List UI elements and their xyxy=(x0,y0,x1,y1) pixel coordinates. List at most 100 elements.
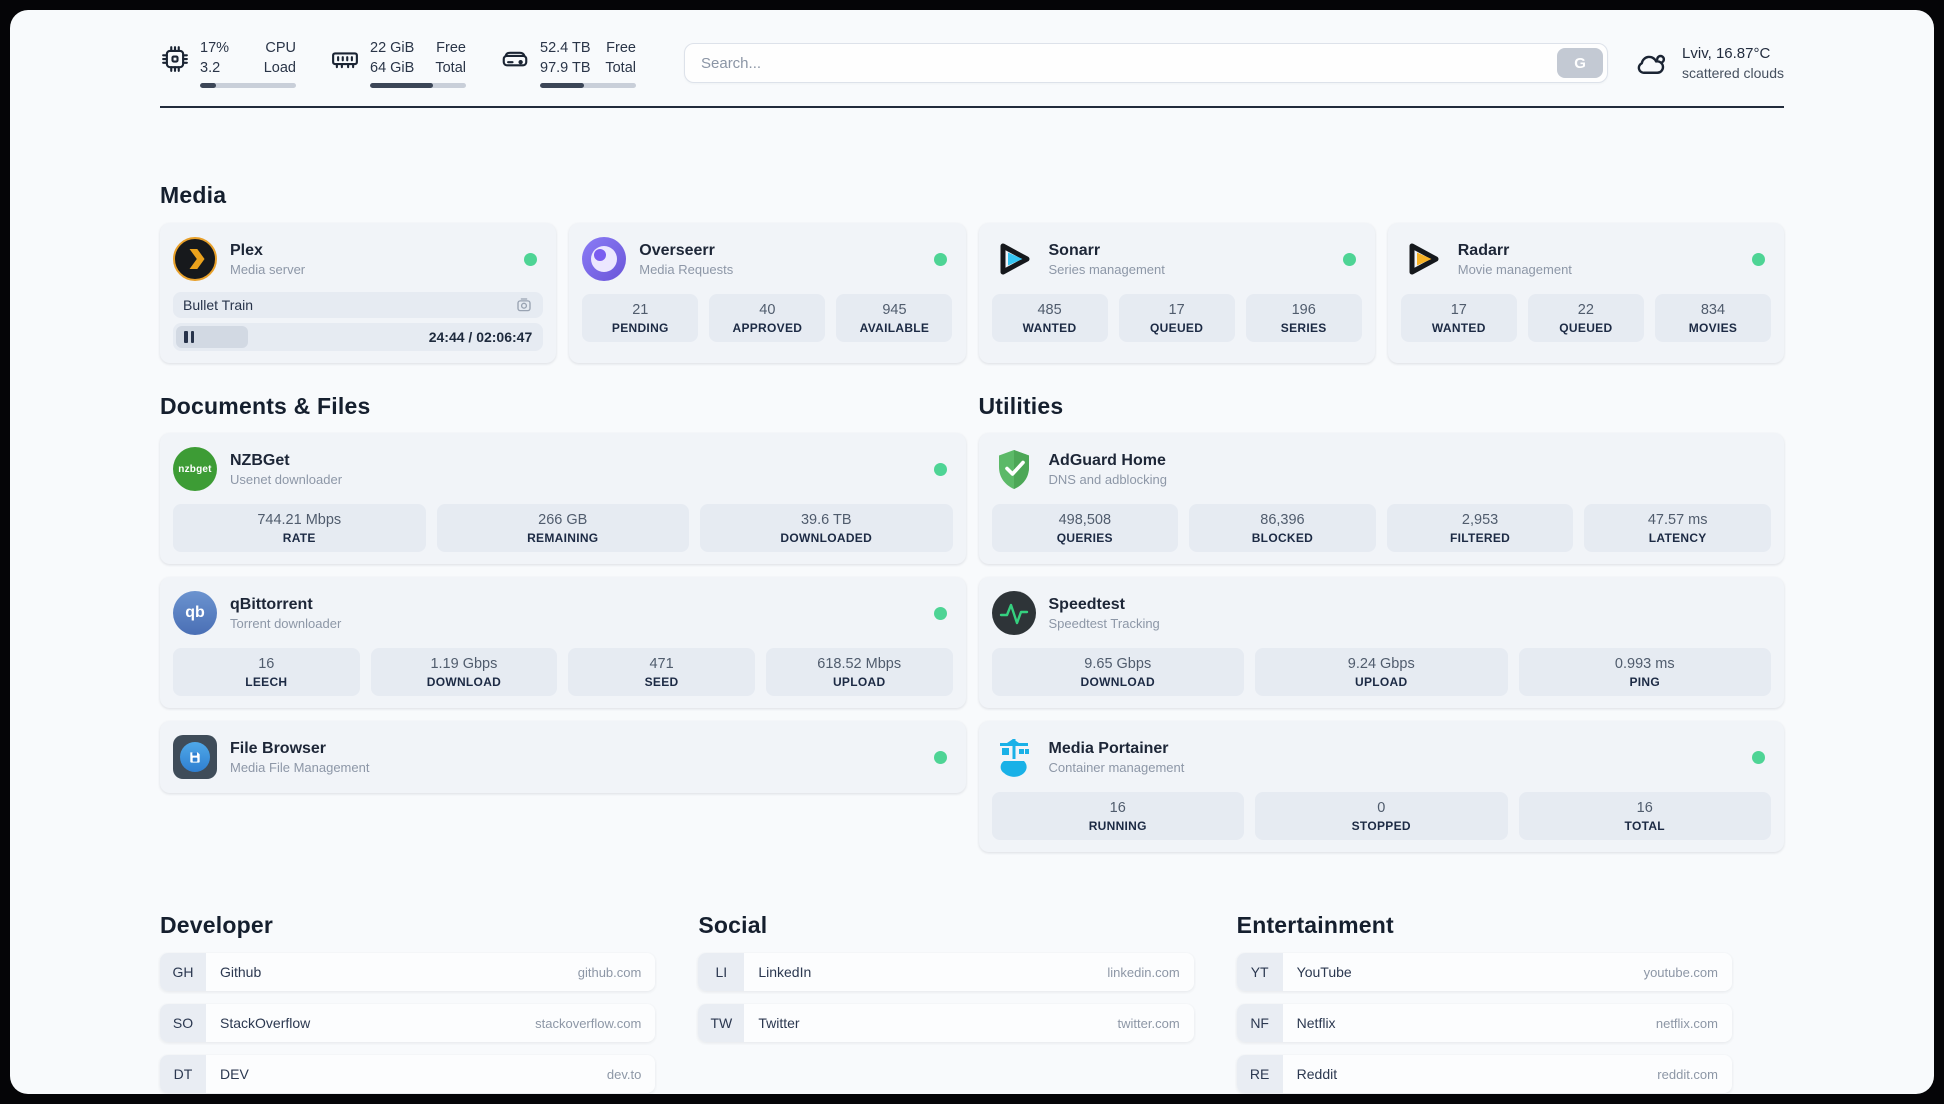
stat-tile: 0 STOPPED xyxy=(1255,792,1508,840)
bookmark-link[interactable]: TW Twitter twitter.com xyxy=(698,1004,1194,1042)
service-title: Media Portainer xyxy=(1048,739,1169,757)
topbar-divider xyxy=(160,106,1784,108)
now-playing-row: Bullet Train xyxy=(173,292,544,318)
stat-label: UPLOAD xyxy=(1355,674,1408,689)
bookmark-abbr: YT xyxy=(1236,953,1283,991)
section-title-entertainment: Entertainment xyxy=(1236,912,1394,938)
bookmark-abbr: NF xyxy=(1236,1004,1283,1042)
cpu-label: CPU xyxy=(265,40,296,56)
bookmark-link[interactable]: RE Reddit reddit.com xyxy=(1236,1055,1732,1093)
bookmark-list: LI LinkedIn linkedin.com TW Twitter twit… xyxy=(698,953,1194,1042)
plex-icon xyxy=(173,237,217,281)
top-bar: 17% 3.2 CPU Load xyxy=(160,10,1784,88)
stat-label: RATE xyxy=(282,530,316,545)
stat-label: QUEUED xyxy=(1150,320,1204,335)
service-card-plex[interactable]: Plex Media server Bullet Train xyxy=(160,223,557,363)
stat-label: SERIES xyxy=(1280,320,1327,335)
stat-label: UPLOAD xyxy=(832,674,886,689)
weather-location: Lviv, 16.87°C xyxy=(1682,44,1771,62)
stat-label: QUERIES xyxy=(1056,530,1113,545)
bookmark-link[interactable]: NF Netflix netflix.com xyxy=(1236,1004,1732,1042)
service-desc: Container management xyxy=(1048,759,1185,775)
speedtest-icon xyxy=(991,591,1036,635)
memory-free-label: Free xyxy=(436,40,466,56)
status-online-dot xyxy=(933,462,947,476)
service-title: Radarr xyxy=(1457,241,1510,259)
stat-value: 9.24 Gbps xyxy=(1347,655,1415,672)
stat-tile: 40 APPROVED xyxy=(709,294,826,342)
stat-value: 945 xyxy=(882,301,907,318)
stat-value: 39.6 TB xyxy=(800,511,852,528)
stat-tile: 22 QUEUED xyxy=(1527,294,1644,342)
stat-label: FILTERED xyxy=(1449,530,1511,545)
weather-widget: Lviv, 16.87°C scattered clouds xyxy=(1634,44,1784,83)
sonarr-icon xyxy=(992,237,1036,281)
service-card-qbittorrent[interactable]: qb qBittorrent Torrent downloader 16 LEE… xyxy=(160,577,966,708)
service-card-overseerr[interactable]: Overseerr Media Requests 21 PENDING 40 A… xyxy=(569,223,966,363)
status-online-dot xyxy=(933,750,947,764)
bookmark-name: StackOverflow xyxy=(220,1015,311,1031)
bookmark-name: Reddit xyxy=(1296,1066,1338,1082)
stat-value: 1.19 Gbps xyxy=(430,655,498,672)
bookmark-group-social: Social LI LinkedIn linkedin.com TW Twitt… xyxy=(698,912,1194,1094)
stat-value: 2,953 xyxy=(1461,511,1499,528)
cpu-progress-bar xyxy=(200,83,296,88)
service-desc: Torrent downloader xyxy=(230,615,342,631)
stat-label: TOTAL xyxy=(1624,818,1665,833)
service-card-radarr[interactable]: Radarr Movie management 17 WANTED 22 QUE… xyxy=(1387,223,1784,363)
stat-value: 16 xyxy=(1109,799,1126,816)
service-stats: 17 WANTED 22 QUEUED 834 MOVIES xyxy=(1400,294,1771,342)
disk-icon xyxy=(500,44,530,74)
stat-label: WANTED xyxy=(1022,320,1077,335)
stat-value: 744.21 Mbps xyxy=(257,511,342,528)
stat-value: 485 xyxy=(1037,301,1062,318)
service-card-sonarr[interactable]: Sonarr Series management 485 WANTED 17 Q… xyxy=(978,223,1375,363)
bookmark-link[interactable]: DT DEV dev.to xyxy=(160,1055,656,1093)
status-online-dot xyxy=(933,606,947,620)
bookmark-abbr: LI xyxy=(698,953,745,991)
service-card-portainer[interactable]: Media Portainer Container management 16 … xyxy=(978,721,1784,852)
bookmark-url: stackoverflow.com xyxy=(535,1015,642,1031)
bookmark-link[interactable]: YT YouTube youtube.com xyxy=(1236,953,1732,991)
stat-tile: 471 SEED xyxy=(568,648,755,696)
service-desc: Media File Management xyxy=(230,759,370,775)
playback-time: 24:44 / 02:06:47 xyxy=(428,329,533,345)
stat-label: LATENCY xyxy=(1648,530,1707,545)
stat-tile: 16 TOTAL xyxy=(1518,792,1771,840)
bookmark-name: YouTube xyxy=(1296,964,1352,980)
bookmark-name: Netflix xyxy=(1296,1015,1336,1031)
service-card-adguard[interactable]: AdGuard Home DNS and adblocking 498,508 … xyxy=(978,433,1784,564)
service-title: Sonarr xyxy=(1048,241,1101,259)
search-provider-button[interactable]: G xyxy=(1557,48,1604,78)
service-stats: 16 LEECH 1.19 Gbps DOWNLOAD 471 SEED 618… xyxy=(173,648,953,696)
radarr-icon xyxy=(1401,237,1445,281)
stat-label: PENDING xyxy=(611,320,669,335)
bookmark-url: linkedin.com xyxy=(1107,964,1180,980)
cpu-widget: 17% 3.2 CPU Load xyxy=(160,38,296,88)
bookmark-link[interactable]: GH Github github.com xyxy=(160,953,656,991)
search-bar: G xyxy=(684,43,1609,83)
service-title: NZBGet xyxy=(230,451,290,469)
filebrowser-icon xyxy=(173,735,217,779)
bookmark-link[interactable]: LI LinkedIn linkedin.com xyxy=(698,953,1194,991)
service-card-filebrowser[interactable]: File Browser Media File Management xyxy=(160,721,966,793)
cpu-load-value: 3.2 xyxy=(200,60,221,76)
stat-label: SEED xyxy=(644,674,679,689)
status-online-dot xyxy=(933,252,947,266)
pause-icon xyxy=(184,331,194,343)
bookmark-link[interactable]: SO StackOverflow stackoverflow.com xyxy=(160,1004,656,1042)
cpu-usage-value: 17% xyxy=(200,40,230,56)
stat-tile: 9.24 Gbps UPLOAD xyxy=(1255,648,1508,696)
bookmark-group-entertainment: Entertainment YT YouTube youtube.com NF … xyxy=(1236,912,1732,1094)
service-card-speedtest[interactable]: Speedtest Speedtest Tracking 9.65 Gbps D… xyxy=(978,577,1784,708)
memory-total-value: 64 GiB xyxy=(370,60,415,76)
service-desc: Series management xyxy=(1048,261,1165,277)
search-input[interactable] xyxy=(684,43,1609,83)
stat-label: DOWNLOADED xyxy=(780,530,873,545)
stat-value: 498,508 xyxy=(1058,511,1112,528)
stat-label: REMAINING xyxy=(527,530,599,545)
service-card-nzbget[interactable]: nzbget NZBGet Usenet downloader 744.21 M… xyxy=(160,433,966,564)
service-title: Plex xyxy=(230,241,263,259)
stat-value: 22 xyxy=(1577,301,1594,318)
